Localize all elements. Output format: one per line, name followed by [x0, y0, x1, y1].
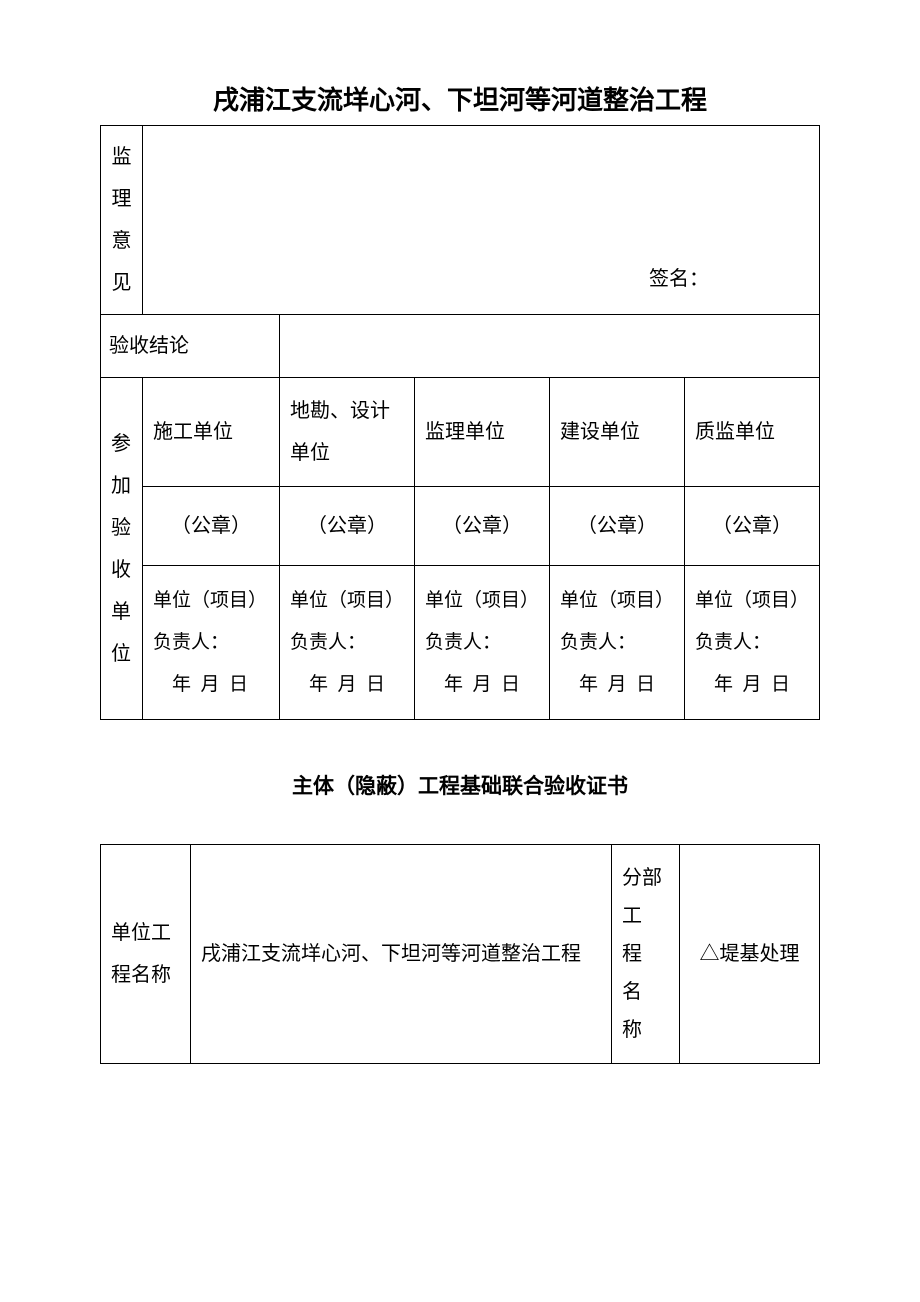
unit-project-name-value: 戌浦江支流垟心河、下坦河等河道整治工程 — [191, 845, 612, 1064]
person-cell: 单位（项目）负责人： 年 月 日 — [143, 566, 280, 720]
participating-units-label: 参 加 验 收 单 位 — [101, 378, 143, 720]
unit-project-name-label: 单位工程名称 — [101, 845, 191, 1064]
certificate-subtitle: 主体（隐蔽）工程基础联合验收证书 — [100, 770, 820, 800]
person-cell: 单位（项目）负责人： 年 月 日 — [280, 566, 415, 720]
seal-cell: （公章） — [143, 487, 280, 566]
subdivision-project-name-label: 分部工 程 名 称 — [612, 845, 680, 1064]
acceptance-conclusion-content — [280, 315, 820, 378]
unit-header-quality: 质监单位 — [685, 378, 820, 487]
signature-label: 签名： — [649, 258, 709, 300]
unit-header-supervision: 监理单位 — [415, 378, 550, 487]
seal-cell: （公章） — [550, 487, 685, 566]
seal-cell: （公章） — [280, 487, 415, 566]
certificate-info-table: 单位工程名称 戌浦江支流垟心河、下坦河等河道整治工程 分部工 程 名 称 △堤基… — [100, 844, 820, 1064]
seal-cell: （公章） — [685, 487, 820, 566]
supervision-opinion-label: 监 理 意 见 — [101, 126, 143, 315]
seal-cell: （公章） — [415, 487, 550, 566]
person-cell: 单位（项目）负责人： 年 月 日 — [685, 566, 820, 720]
unit-header-survey-design: 地勘、设计单位 — [280, 378, 415, 487]
acceptance-table: 监 理 意 见 签名： 验收结论 参 加 验 收 单 位 施工单位 地勘、设计单… — [100, 125, 820, 720]
unit-header-build: 建设单位 — [550, 378, 685, 487]
person-cell: 单位（项目）负责人： 年 月 日 — [415, 566, 550, 720]
page-title: 戌浦江支流垟心河、下坦河等河道整治工程 — [100, 80, 820, 117]
person-cell: 单位（项目）负责人： 年 月 日 — [550, 566, 685, 720]
acceptance-conclusion-label: 验收结论 — [101, 315, 280, 378]
subdivision-project-name-value: △堤基处理 — [680, 845, 820, 1064]
unit-header-construction: 施工单位 — [143, 378, 280, 487]
supervision-opinion-content: 签名： — [143, 126, 820, 315]
